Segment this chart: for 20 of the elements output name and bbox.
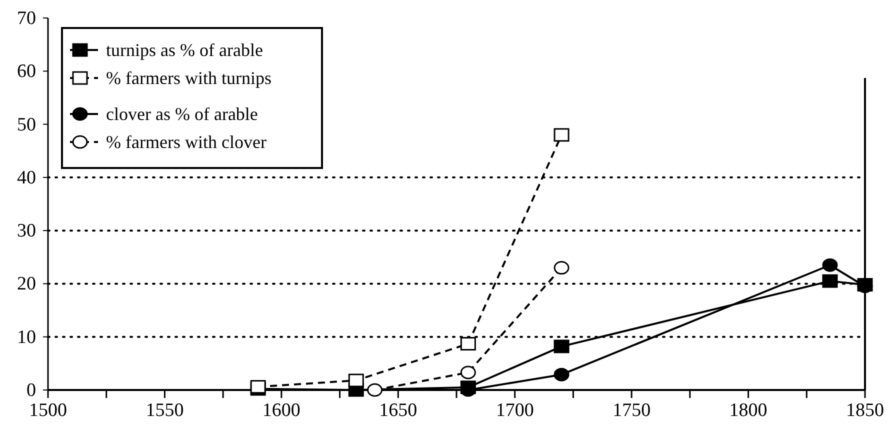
y-tick-label: 40 bbox=[17, 167, 36, 188]
y-tick-label: 0 bbox=[26, 380, 36, 401]
legend-label: turnips as % of arable bbox=[106, 40, 263, 60]
x-tick-label: 1850 bbox=[846, 400, 884, 421]
x-tick-label: 1750 bbox=[612, 400, 651, 421]
y-tick-label: 20 bbox=[17, 274, 36, 295]
x-tick-label: 1800 bbox=[729, 400, 768, 421]
legend-label: clover as % of arable bbox=[106, 104, 258, 124]
x-tick-label: 1650 bbox=[379, 400, 418, 421]
legend-label: % farmers with turnips bbox=[106, 68, 272, 88]
y-tick-label: 70 bbox=[17, 8, 36, 29]
x-tick-label: 1700 bbox=[496, 400, 534, 421]
x-tick-label: 1550 bbox=[146, 400, 184, 421]
y-tick-label: 10 bbox=[17, 326, 36, 348]
legend-label: % farmers with clover bbox=[106, 132, 266, 152]
x-tick-label: 1500 bbox=[29, 400, 67, 421]
y-tick-label: 30 bbox=[17, 220, 36, 242]
x-tick-label: 1600 bbox=[262, 400, 300, 421]
y-tick-label: 50 bbox=[17, 114, 36, 136]
y-tick-label: 60 bbox=[17, 61, 36, 82]
